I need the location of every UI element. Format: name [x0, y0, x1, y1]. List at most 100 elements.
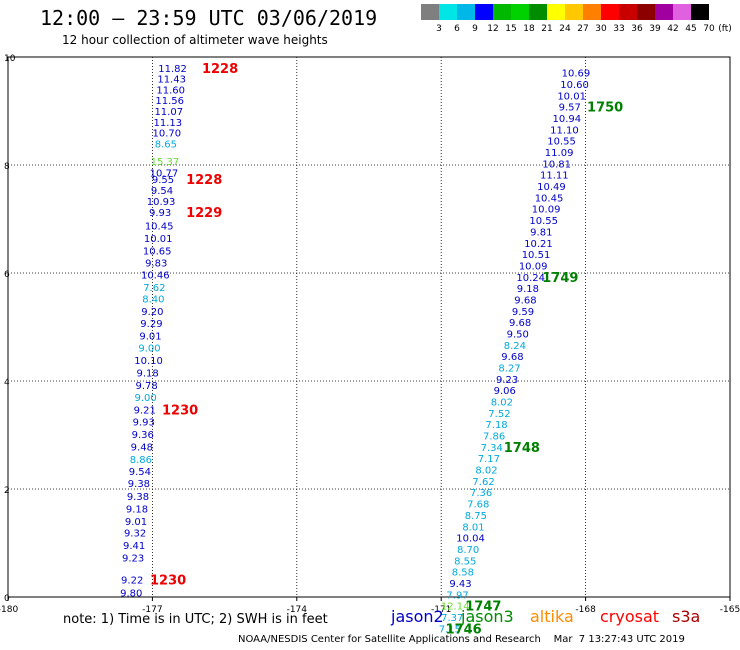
data-label: 9.57: [559, 103, 581, 114]
data-label: 7.68: [467, 500, 489, 511]
data-label: 9.80: [120, 589, 142, 600]
legend-swatch: [601, 4, 619, 20]
data-label: 8.24: [504, 341, 526, 352]
data-label: 9.32: [124, 529, 146, 540]
y-tick-label: 6: [4, 270, 10, 280]
data-label: 10.04: [456, 534, 485, 545]
legend-label: 3: [436, 24, 442, 34]
data-label: 10.65: [143, 246, 172, 257]
data-label: 9.68: [509, 318, 531, 329]
data-label: 7.18: [485, 420, 507, 431]
data-label: 10.49: [537, 182, 566, 193]
data-label: 11.10: [550, 125, 579, 136]
data-label: 11.07: [154, 107, 183, 118]
time-label: 1229: [186, 206, 222, 221]
data-label: 10.93: [147, 197, 176, 208]
satellite-jason2: jason2: [391, 607, 444, 626]
data-label: 9.21: [134, 406, 156, 417]
legend-swatch: [583, 4, 601, 20]
data-label: 8.65: [155, 139, 177, 150]
data-label: 10.77: [150, 169, 179, 180]
data-label: 9.38: [127, 492, 149, 503]
data-label: 10.09: [519, 261, 548, 272]
data-label: 7.62: [472, 477, 494, 488]
data-label: 9.93: [133, 418, 155, 429]
legend-label: 6: [454, 24, 460, 34]
data-label: 8.01: [462, 522, 484, 533]
legend-label: 39: [649, 24, 661, 34]
satellite-jason3: jason3: [461, 607, 514, 626]
data-label: 10.01: [557, 91, 586, 102]
footer-note: note: 1) Time is in UTC; 2) SWH is in fe…: [63, 612, 328, 627]
data-label: 9.54: [129, 467, 151, 478]
legend-label: 42: [667, 24, 679, 34]
data-label: 8.86: [130, 455, 152, 466]
legend-label: 12: [487, 24, 499, 34]
legend-label: 9: [472, 24, 478, 34]
data-label: 10.69: [562, 69, 591, 80]
data-label: 10.09: [532, 205, 561, 216]
satellite-s3a: s3a: [672, 607, 701, 626]
data-label: 9.18: [517, 284, 539, 295]
time-label: 1750: [587, 101, 623, 116]
footer-credit: NOAA/NESDIS Center for Satellite Applica…: [238, 634, 685, 645]
legend-label: 30: [595, 24, 607, 34]
time-label: 1228: [186, 173, 222, 188]
data-label: 8.02: [491, 398, 513, 409]
plot-frame: [7, 56, 731, 598]
data-label: 9.20: [141, 307, 163, 318]
data-label: 9.43: [449, 579, 471, 590]
legend-label: 15: [505, 24, 517, 34]
legend-label: 33: [613, 24, 625, 34]
legend-label: 24: [559, 24, 571, 34]
page-subtitle: 12 hour collection of altimeter wave hei…: [62, 33, 328, 47]
time-label: 1749: [542, 271, 578, 286]
y-tick-label: 8: [4, 162, 10, 172]
data-label: 10.51: [522, 250, 551, 261]
data-label: 9.93: [149, 208, 171, 219]
data-label: 11.56: [155, 96, 184, 107]
time-label: 1746: [446, 622, 482, 637]
legend-swatch: [457, 4, 475, 20]
data-label: 8.40: [142, 294, 164, 305]
data-label: 15.37: [151, 157, 180, 168]
data-label: 9.00: [138, 344, 160, 355]
time-label: 1230: [162, 404, 198, 419]
data-label: 10.45: [535, 193, 564, 204]
data-label: 9.78: [135, 381, 157, 392]
data-label: 7.97: [446, 590, 468, 601]
x-tick-label: -174: [287, 605, 308, 615]
legend-label: 70: [703, 24, 715, 34]
data-label: 9.83: [145, 259, 167, 270]
legend-swatch: [511, 4, 529, 20]
data-label: 9.41: [123, 541, 145, 552]
data-label: 8.55: [454, 556, 476, 567]
data-label: 8.02: [475, 466, 497, 477]
x-tick-label: -177: [142, 605, 162, 615]
data-label: 9.29: [140, 319, 162, 330]
data-label: 7.17: [478, 454, 500, 465]
data-label: 7.34: [481, 443, 503, 454]
data-label: 11.82: [158, 64, 187, 75]
x-tick-label: -180: [0, 605, 18, 615]
data-label: 9.59: [512, 307, 534, 318]
legend-label: 45: [685, 24, 697, 34]
x-tick-label: -165: [720, 605, 740, 615]
legend-swatch: [421, 4, 439, 20]
data-label: 7.52: [488, 409, 510, 420]
data-label: 11.60: [156, 85, 185, 96]
x-tick-label: -168: [575, 605, 596, 615]
data-label: 8.70: [457, 545, 479, 556]
data-label: 12.14: [441, 602, 470, 613]
data-label: 9.23: [496, 375, 518, 386]
legend-swatch: [619, 4, 637, 20]
legend-swatch: [439, 4, 457, 20]
data-label: 9.00: [135, 393, 157, 404]
data-label: 10.45: [145, 221, 174, 232]
data-label: 7.36: [470, 488, 492, 499]
page-title: 12:00 – 23:59 UTC 03/06/2019: [40, 6, 378, 30]
data-label: 9.54: [151, 186, 173, 197]
data-label: 10.55: [529, 216, 558, 227]
x-tick-label: -171: [431, 605, 451, 615]
data-label: 9.68: [514, 295, 536, 306]
